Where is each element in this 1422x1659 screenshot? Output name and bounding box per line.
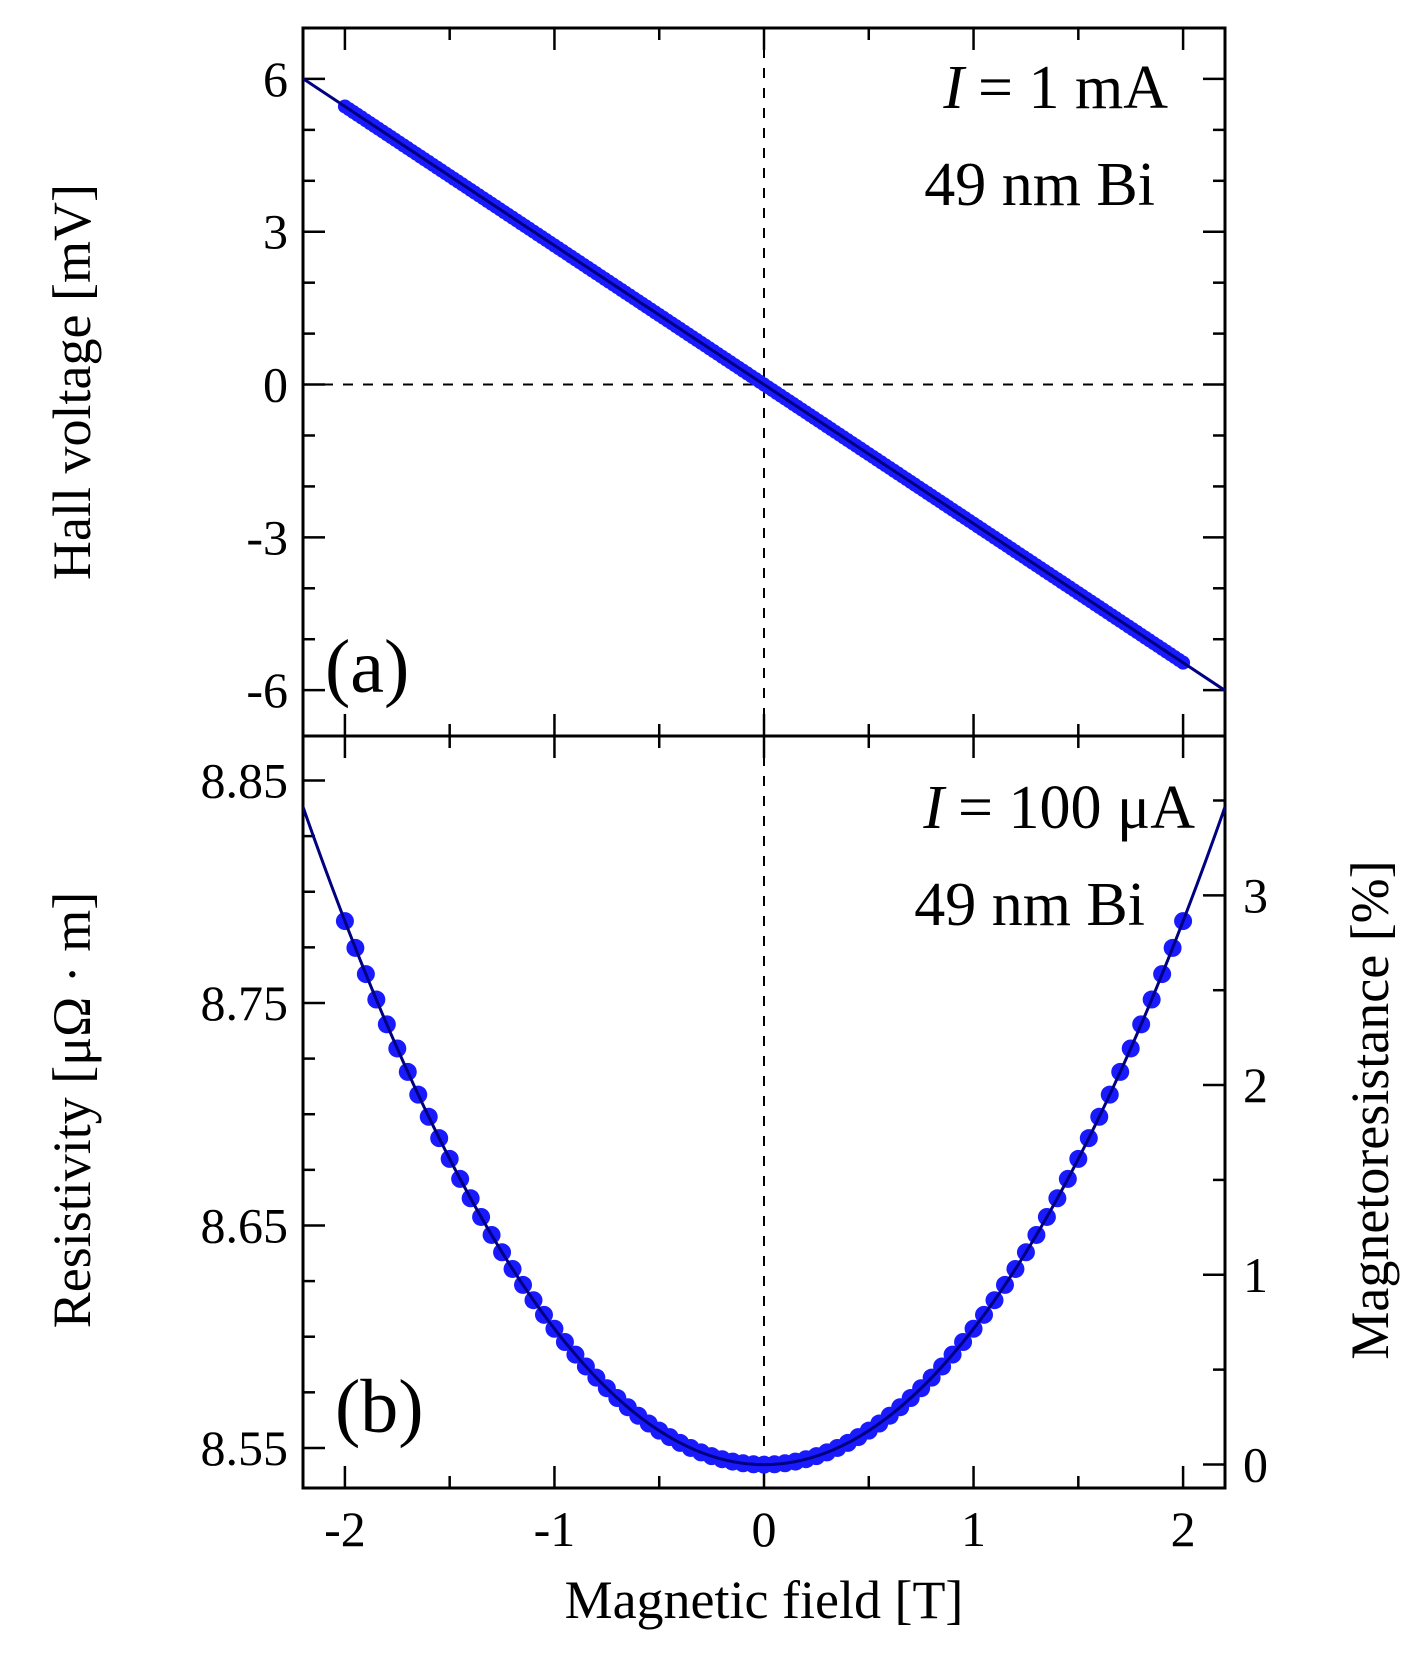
panel-b-frame [301, 734, 1227, 1490]
panel-b-y2tick-label: 3 [1243, 867, 1268, 923]
panel-a-ytick-label: 3 [263, 204, 288, 260]
panel-a-ylabel: Hall voltage [mV] [42, 184, 102, 580]
panel-b-ytick-label: 8.85 [201, 752, 289, 808]
panel-b-y2tick-label: 2 [1243, 1057, 1268, 1113]
panel-a-ytick-label: -6 [246, 662, 288, 718]
panel-b-ticks [303, 736, 1225, 1488]
panel-a-label: (a) [325, 625, 409, 709]
panel-b-annotation-current: I = 100 μA [922, 774, 1195, 842]
panel-b-ylabel: Resistivity [μΩ · m] [42, 892, 102, 1329]
panel-a-tick-labels: 6 3 0 -3 -6 [246, 51, 288, 718]
panel-b-annotation-sample: 49 nm Bi [914, 871, 1145, 939]
hall-voltage-panel: 6 3 0 -3 -6 Hall voltage [mV] I = 1 mA 49 nm … [42, 26, 1227, 738]
resistivity-fit-curve [303, 806, 1225, 1467]
panel-a-annotation-current: I = 1 mA [942, 54, 1168, 122]
x-tick-label: -1 [534, 1501, 576, 1557]
x-tick-label: 2 [1171, 1501, 1196, 1557]
panel-a-annotation-sample: 49 nm Bi [924, 151, 1155, 219]
panel-b-ytick-label: 8.65 [201, 1197, 289, 1253]
panel-a-ticks [303, 28, 1225, 736]
panel-b-ytick-label: 8.55 [201, 1420, 289, 1476]
panel-b-y2tick-label: 0 [1243, 1436, 1268, 1492]
x-tick-label: -2 [324, 1501, 366, 1557]
panel-a-ytick-label: -3 [246, 509, 288, 565]
resistivity-panel: 8.85 8.75 8.65 8.55 0 1 2 3 -2 -1 0 1 2 Resistivity … [42, 734, 1400, 1630]
x-tick-label: 1 [961, 1501, 986, 1557]
panel-b-series [303, 806, 1225, 1474]
panel-a-ytick-label: 6 [263, 51, 288, 107]
panel-a-ytick-label: 0 [263, 357, 288, 413]
hall-fit-line [303, 77, 1225, 692]
panel-b-ytick-label: 8.75 [201, 975, 289, 1031]
panel-b-y2label: Magnetoresistance [%] [1340, 860, 1400, 1359]
x-tick-label: 0 [752, 1501, 777, 1557]
panel-a-series [303, 77, 1225, 692]
panel-b-label: (b) [335, 1365, 424, 1449]
panel-b-tick-labels: 8.85 8.75 8.65 8.55 0 1 2 3 -2 -1 0 1 2 [201, 752, 1269, 1557]
x-axis-label: Magnetic field [T] [565, 1570, 964, 1630]
panel-b-y2tick-label: 1 [1243, 1247, 1268, 1303]
